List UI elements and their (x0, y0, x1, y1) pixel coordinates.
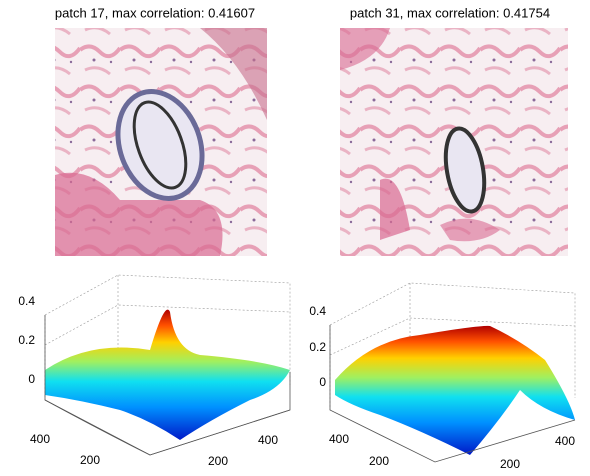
x-tick-label: 400 (555, 434, 575, 448)
z-tick-label: 0.2 (309, 340, 326, 354)
y-tick-label: 200 (80, 453, 100, 467)
x-tick-label: 200 (500, 457, 520, 471)
z-tick-label: 0.2 (18, 333, 35, 347)
y-tick-label: 400 (30, 432, 50, 446)
y-tick-label: 200 (369, 454, 389, 468)
z-tick-label: 0 (28, 372, 35, 386)
z-tick-label: 0.4 (18, 294, 35, 308)
panel-title: patch 31, max correlation: 0.41754 (350, 5, 550, 20)
histology-image (340, 28, 568, 256)
x-tick-label: 400 (258, 433, 278, 447)
z-tick-label: 0 (319, 375, 326, 389)
y-tick-label: 400 (329, 432, 349, 446)
surface-plot (44, 274, 291, 456)
z-tick-label: 0.4 (309, 304, 326, 318)
histology-image (55, 28, 267, 256)
panel-title: patch 17, max correlation: 0.41607 (55, 5, 255, 20)
surface-plot (329, 282, 576, 463)
x-tick-label: 200 (208, 454, 228, 468)
